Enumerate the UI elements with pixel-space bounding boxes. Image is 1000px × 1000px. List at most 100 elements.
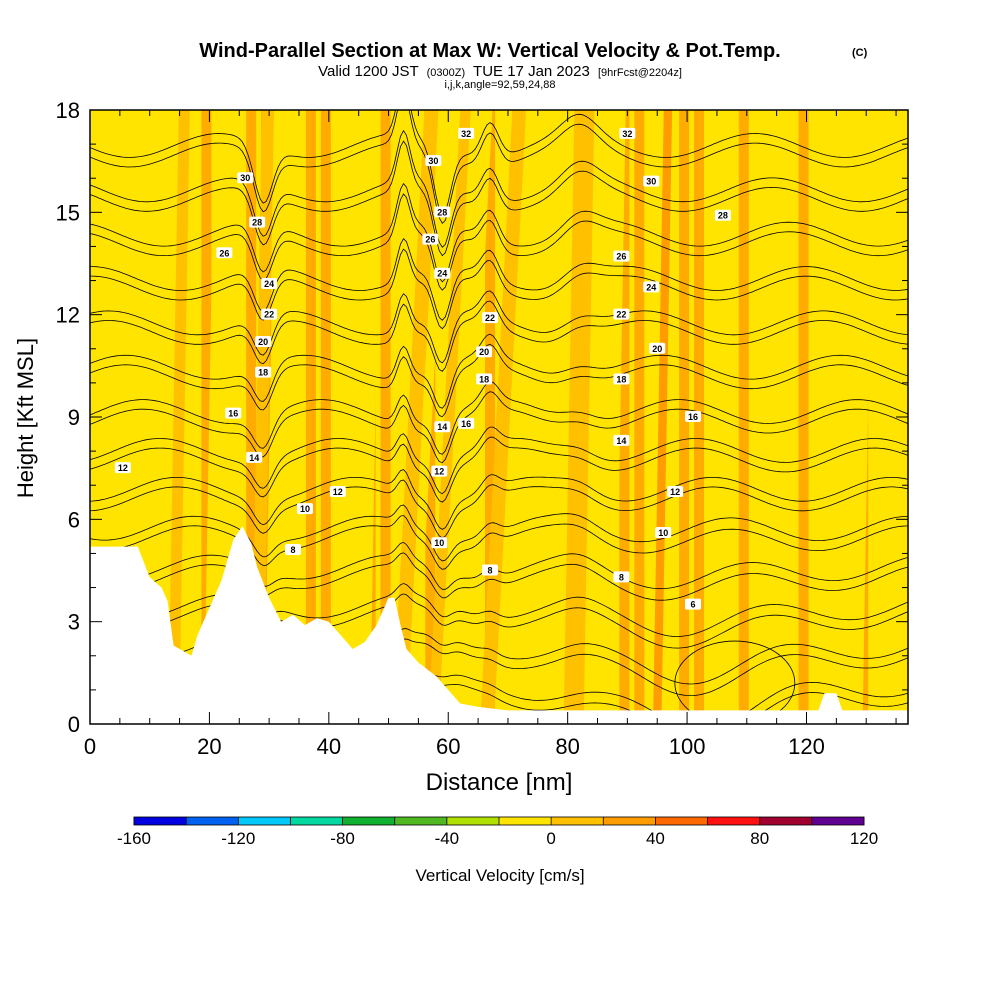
theta-contour-line [90,504,908,562]
x-tick-label: 80 [555,734,579,759]
x-tick-label: 120 [788,734,825,759]
contour-label: 14 [246,451,263,463]
contour-label-text: 22 [264,310,274,320]
vv-texture [798,110,809,724]
contour-label-text: 10 [300,504,310,514]
contour-label-text: 20 [258,337,268,347]
colorbar-tick-label: -120 [221,829,255,848]
contour-label-bg [261,308,278,320]
theta-contour-line [90,381,908,455]
contour-label-text: 14 [616,436,626,446]
contour-label-bg [655,526,672,538]
vv-texture [141,110,152,724]
contour-label: 20 [255,335,272,347]
contour-label-bg [685,598,702,610]
contour-label: 24 [434,267,451,279]
contour-label-text: 12 [434,467,444,477]
vv-band [653,110,673,724]
theta-contour-line [90,129,908,248]
contour-label-bg [285,544,302,556]
contour-label-text: 16 [688,412,698,422]
x-tick-label: 20 [197,734,221,759]
contour-label: 12 [329,486,346,498]
contour-label-bg [482,564,499,576]
contour-label-bg [225,407,242,419]
contour-label-text: 8 [290,545,295,555]
contour-label-text: 14 [249,453,259,463]
contour-label-text: 22 [485,313,495,323]
contour-label-bg [434,206,451,218]
x-tick-label: 40 [317,734,341,759]
contour-label-text: 16 [228,409,238,419]
colorbar-swatch [290,817,344,825]
contour-label-bg [329,486,346,498]
subtitle-valid: Valid 1200 JST [318,63,418,80]
vv-texture [320,110,331,724]
contour-label: 16 [458,417,475,429]
contour-label-bg [613,373,630,385]
contour-label: 26 [216,247,233,259]
contour-label-bg [458,417,475,429]
contour-label: 28 [714,209,731,221]
contour-label-text: 8 [619,572,624,582]
contour-label-bg [482,312,499,324]
contour-label-bg [619,127,636,139]
vv-band [406,110,449,724]
contour-label: 24 [261,277,278,289]
contour-label-text: 24 [646,282,656,292]
vv-band [392,110,439,724]
contour-label-text: 6 [691,600,696,610]
contour-label-bg [476,346,493,358]
colorbar-swatch [238,817,291,825]
contour-label-bg [685,411,702,422]
contour-label: 16 [225,407,242,419]
contour-label-text: 8 [488,566,493,576]
contour-label: 8 [613,571,630,583]
contour-label-text: 24 [264,279,274,289]
colorbar-swatch [655,817,709,825]
colorbar-label: Vertical Velocity [cm/s] [415,866,584,885]
y-tick-label: 9 [68,405,80,430]
y-axis: 0 3 6 9 12 15 18 [56,98,908,737]
contour-label: 30 [643,175,660,187]
vv-texture [619,110,630,724]
theta-contour-line [90,110,908,224]
contour-label: 10 [431,537,448,549]
contour-label: 22 [261,308,278,320]
contour-label-bg [649,342,666,354]
colorbar-swatch [551,817,604,825]
vv-texture [544,110,555,724]
theta-contour-line [90,238,908,321]
contour-label: 8 [482,564,499,576]
vv-band [264,110,287,724]
contour-label-bg [422,233,439,245]
contour-label-bg [425,155,442,167]
colorbar-swatch [811,817,865,825]
contour-label-text: 28 [252,218,262,228]
colorbar-swatch [603,817,656,825]
contour-label-bg [434,421,451,433]
contour-label-text: 10 [434,538,444,548]
contour-label: 30 [425,155,442,167]
contour-label: 10 [296,503,313,515]
colorbar-tick-label: -40 [435,829,460,848]
x-tick-label: 100 [669,734,706,759]
contour-label-bg [613,571,630,583]
theta-contour-line [90,391,908,464]
contour-label-text: 12 [118,463,128,473]
contour-label-text: 18 [258,368,268,378]
vv-band [494,110,537,724]
x-axis-label: Distance [nm] [426,769,573,796]
subtitle-zulu: (0300Z) [427,67,466,79]
vv-band [451,110,493,724]
colorbar: -160 -120 -80 -40 0 40 80 120 [117,816,878,848]
colorbar-tick-label: 0 [546,829,555,848]
theta-contour-line [90,515,908,570]
contour-label: 18 [255,366,272,378]
vv-texture [679,110,690,724]
contour-label-text: 28 [437,207,447,217]
vv-band [845,110,874,724]
contour-label-text: 30 [240,173,250,183]
plot-area: 12 30 28 26 24 22 20 18 16 14 12 10 8 32 30 28 26 24 14 16 1… [90,110,908,724]
